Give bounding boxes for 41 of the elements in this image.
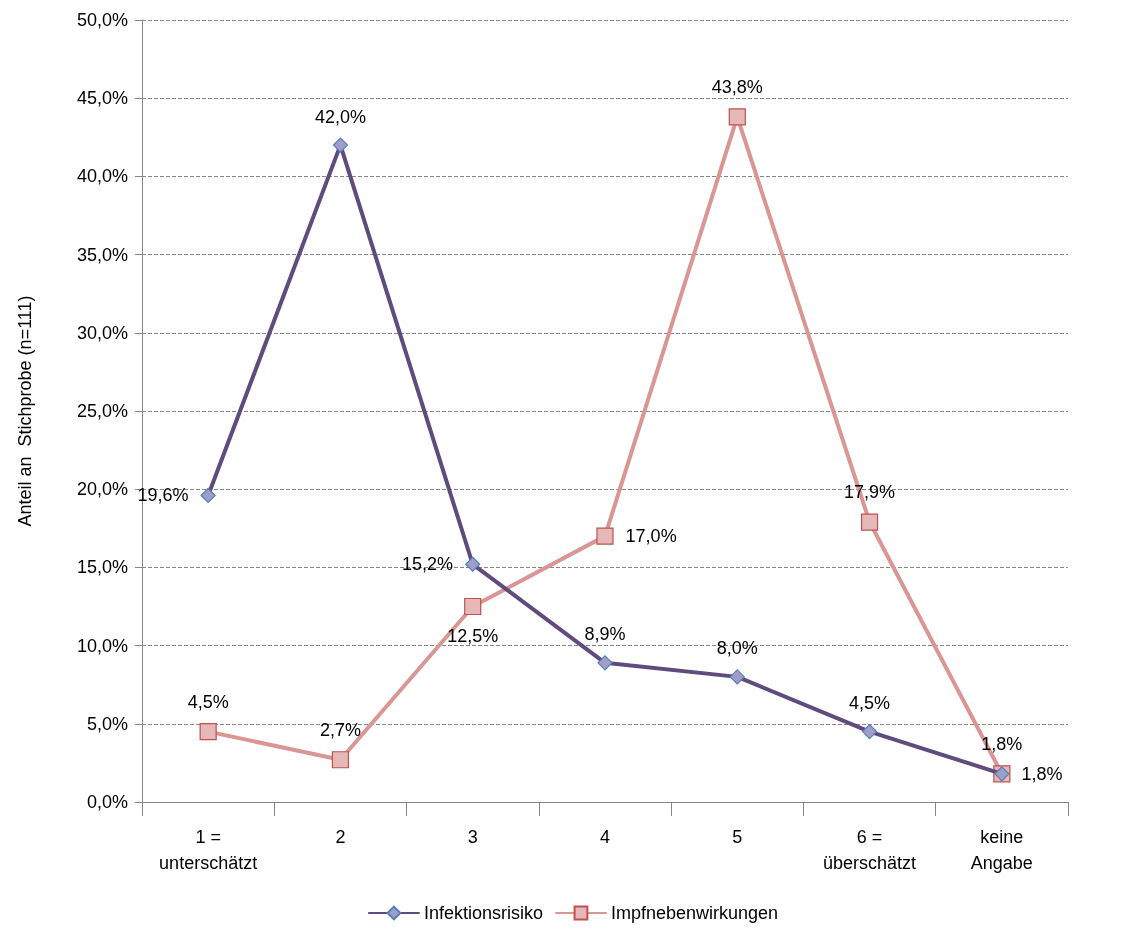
data-label: 8,9% <box>584 624 626 645</box>
y-tick-label: 30,0% <box>76 322 128 343</box>
point <box>860 513 879 531</box>
legend-label: Impfnebenwirkungen <box>610 903 779 923</box>
y-tick-label: 45,0% <box>76 88 128 109</box>
y-tick-label: 15,0% <box>76 557 128 578</box>
point <box>728 108 746 126</box>
data-label: 4,5% <box>849 693 891 714</box>
point <box>464 597 482 616</box>
x-tick-label: 3 <box>467 827 478 847</box>
point <box>199 723 217 741</box>
data-label: 17,0% <box>625 526 677 547</box>
legend-label: Infektionsrisiko <box>423 903 543 923</box>
point <box>331 751 350 769</box>
data-label: 2,7% <box>319 720 361 741</box>
data-label: 1,8% <box>981 734 1023 755</box>
y-tick-label: 35,0% <box>76 244 128 265</box>
data-label: 17,9% <box>844 482 896 503</box>
y-tick-label: 10,0% <box>76 635 128 656</box>
data-label: 42,0% <box>314 106 366 127</box>
y-tick-label: 50,0% <box>76 10 128 30</box>
x-tick-label: 1 = unterschätzt <box>159 827 258 873</box>
data-label: 15,2% <box>402 554 454 575</box>
y-tick-label: 25,0% <box>76 401 128 421</box>
x-tick-label: 4 <box>599 827 611 847</box>
x-tick-label: keine Angabe <box>970 827 1033 873</box>
y-axis-title: Anteil an Stichprobe (n=111) <box>15 295 35 527</box>
x-tick-label: 5 <box>732 827 743 847</box>
point <box>596 527 614 545</box>
y-tick-label: 20,0% <box>76 479 128 500</box>
x-tick-label: 2 <box>335 827 346 847</box>
x-tick-label: 6 = überschätzt <box>823 827 917 873</box>
data-label: 43,8% <box>711 77 763 98</box>
data-label: 19,6% <box>137 485 189 506</box>
data-label: 12,5% <box>447 626 499 647</box>
y-tick-label: 0,0% <box>86 792 128 812</box>
y-tick-label: 5,0% <box>86 713 128 734</box>
y-tick-label: 40,0% <box>76 166 128 187</box>
data-label: 1,8% <box>1021 763 1063 784</box>
data-label: 4,5% <box>187 692 229 713</box>
data-label: 8,0% <box>716 638 758 659</box>
